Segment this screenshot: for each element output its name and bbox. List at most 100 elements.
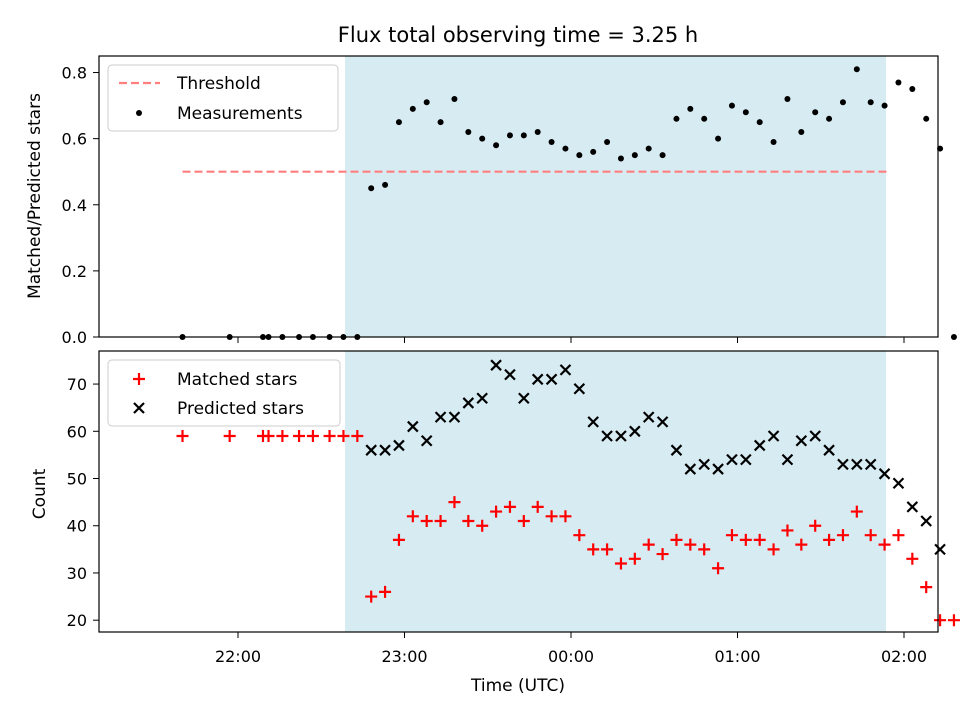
measurement-point (728, 102, 735, 109)
predicted-star-point (434, 411, 447, 423)
measurement-point (409, 105, 416, 112)
top-legend-box (107, 64, 339, 132)
matched-star-point (767, 543, 780, 556)
measurement-point (562, 145, 569, 152)
measurement-point (784, 95, 791, 102)
bottom-xtick-label: 00:00 (548, 647, 594, 666)
measurement-point (479, 135, 486, 142)
measurement-point (423, 99, 430, 106)
measurement-point (853, 66, 860, 73)
top-legend: Threshold Measurements (107, 64, 339, 132)
matched-star-point (892, 529, 905, 542)
matched-star-point (725, 529, 738, 542)
measurement-point (923, 115, 930, 122)
matched-star-point (306, 430, 319, 443)
measurement-point (881, 102, 888, 109)
measurement-point (604, 138, 611, 145)
predicted-star-point (823, 444, 835, 456)
legend-threshold-label: Threshold (176, 74, 261, 94)
bottom-axes-frame (98, 350, 939, 633)
matched-star-point (795, 538, 808, 551)
top-ylabel: Matched/Predicted stars (25, 93, 45, 299)
predicted-star-point (712, 463, 724, 475)
chart-title: Flux total observing time = 3.25 h (338, 23, 698, 47)
measurement-point (659, 152, 666, 159)
top-ytick-label: 0.0 (62, 328, 87, 347)
matched-star-point (531, 500, 544, 513)
measurement-point (617, 155, 624, 162)
matched-star-point (476, 519, 489, 532)
matched-star-point (420, 515, 433, 528)
matched-star-point (642, 538, 655, 551)
predicted-star-point (490, 359, 502, 371)
predicted-star-point (920, 515, 932, 527)
matched-star-point (614, 557, 627, 570)
matched-star-point (365, 590, 378, 603)
measurement-point (382, 181, 389, 188)
top-ytick-label: 0.8 (62, 64, 87, 83)
measurement-point (687, 105, 694, 112)
predicted-star-point (740, 453, 752, 466)
predicted-star-point (615, 430, 627, 442)
top-ytick-label: 0.2 (62, 262, 87, 281)
measurement-point (645, 145, 652, 152)
top-ytick-label: 0.4 (62, 196, 87, 215)
measurement-point (770, 138, 777, 145)
measurement-point (631, 152, 638, 159)
top-ytick-label: 0.6 (62, 130, 87, 149)
bottom-xlabel: Time (UTC) (470, 676, 565, 696)
measurement-point (756, 119, 763, 126)
predicted-star-point (573, 383, 586, 395)
bottom-ytick-label: 50 (67, 470, 87, 489)
matched-star-point (698, 543, 711, 556)
measurement-point (368, 185, 375, 192)
matched-star-point (448, 496, 461, 509)
measurement-point (520, 132, 527, 139)
legend-matched-label: Matched stars (177, 370, 297, 390)
top-panel: 0.00.20.40.60.8 Matched/Predicted stars … (25, 55, 957, 347)
predicted-star-point (809, 430, 821, 442)
matched-star-point (739, 533, 752, 546)
matched-star-point (223, 430, 236, 443)
top-shaded-region (345, 56, 886, 337)
predicted-star-point (837, 458, 849, 471)
matched-star-point (176, 430, 189, 443)
predicted-star-point (379, 444, 391, 456)
measurement-point (395, 119, 402, 126)
predicted-star-point (518, 392, 530, 405)
matched-star-point (517, 515, 530, 528)
matched-star-point (392, 533, 405, 546)
measurement-point (839, 99, 846, 106)
bottom-ytick-label: 20 (67, 611, 87, 630)
predicted-star-point (726, 453, 738, 466)
measurement-point (812, 109, 819, 116)
predicted-star-point (587, 416, 599, 428)
matched-star-point (809, 519, 822, 532)
matched-star-point (351, 430, 364, 443)
matched-star-point (864, 529, 877, 542)
matched-star-point (628, 552, 641, 565)
matched-star-point (836, 529, 849, 542)
matched-star-point (684, 538, 697, 551)
predicted-star-point (462, 397, 475, 409)
legend-measurements-swatch (136, 110, 142, 116)
matched-star-point (781, 524, 794, 537)
bottom-legend-box (107, 359, 341, 427)
measurement-point (826, 115, 833, 122)
predicted-star-point (698, 458, 710, 471)
predicted-star-point (795, 434, 808, 447)
matched-star-point (434, 515, 447, 528)
measurement-point (909, 86, 916, 93)
predicted-star-point (448, 411, 461, 423)
predicted-star-point (878, 468, 891, 480)
matched-star-point (906, 552, 919, 565)
predicted-star-point (851, 458, 863, 471)
bottom-ytick-label: 70 (67, 375, 87, 394)
measurement-point (867, 99, 874, 106)
predicted-star-point (420, 434, 433, 447)
matched-star-point (262, 430, 275, 443)
matched-star-point (462, 515, 475, 528)
bottom-xtick-label: 23:00 (381, 647, 427, 666)
legend-measurements-label: Measurements (177, 104, 303, 124)
legend-predicted-swatch (133, 402, 145, 414)
